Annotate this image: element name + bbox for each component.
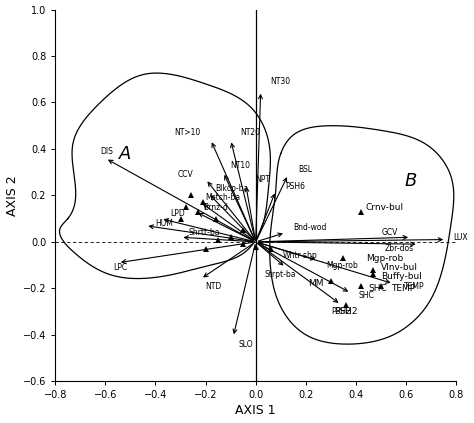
Text: DIS: DIS xyxy=(100,147,113,156)
Text: Shrtt-ba: Shrtt-ba xyxy=(188,228,219,237)
Text: Mgp-rob: Mgp-rob xyxy=(326,261,357,269)
Text: Vlnv-bul: Vlnv-bul xyxy=(381,263,418,272)
Text: MM: MM xyxy=(308,279,323,288)
Text: Zbr-dos: Zbr-dos xyxy=(384,244,413,253)
Text: Crnv-bul: Crnv-bul xyxy=(366,203,404,212)
Text: SHC: SHC xyxy=(358,291,374,300)
Text: PSH2: PSH2 xyxy=(331,307,351,316)
Text: PSH6: PSH6 xyxy=(286,181,306,191)
Text: Bnd-wod: Bnd-wod xyxy=(293,223,327,232)
Text: CCV: CCV xyxy=(177,170,193,179)
Text: NTD: NTD xyxy=(206,281,222,291)
Text: Blkcp-ba: Blkcp-ba xyxy=(216,184,249,193)
Text: HUM: HUM xyxy=(155,219,173,228)
Text: NPT: NPT xyxy=(255,175,271,184)
Text: NT30: NT30 xyxy=(271,77,291,86)
Text: Buffy-bul: Buffy-bul xyxy=(381,272,422,281)
Text: B: B xyxy=(405,173,417,190)
Text: Mstch-ba: Mstch-ba xyxy=(206,193,241,202)
Text: GCV: GCV xyxy=(382,228,399,237)
Text: LPD: LPD xyxy=(171,209,185,219)
Text: BSL: BSL xyxy=(298,165,312,174)
Text: A: A xyxy=(119,145,132,162)
Y-axis label: AXIS 2: AXIS 2 xyxy=(6,175,18,216)
Text: NT>10: NT>10 xyxy=(174,128,201,137)
Text: PSH2: PSH2 xyxy=(334,307,357,316)
Text: LUX: LUX xyxy=(454,233,468,242)
X-axis label: AXIS 1: AXIS 1 xyxy=(236,404,276,418)
Text: NT10: NT10 xyxy=(231,161,251,170)
Text: TEMP: TEMP xyxy=(391,284,415,293)
Text: LPC: LPC xyxy=(113,263,127,272)
Text: SLO: SLO xyxy=(238,340,253,349)
Text: Strpt-ba: Strpt-ba xyxy=(265,270,296,279)
Text: SHC: SHC xyxy=(368,284,387,293)
Text: Whtr-shp: Whtr-shp xyxy=(283,251,318,260)
Text: Mgp-rob: Mgp-rob xyxy=(366,254,403,263)
Text: TEMP: TEMP xyxy=(403,281,424,291)
Text: NT20: NT20 xyxy=(241,128,261,137)
Text: Brnz-d: Brnz-d xyxy=(203,203,228,212)
